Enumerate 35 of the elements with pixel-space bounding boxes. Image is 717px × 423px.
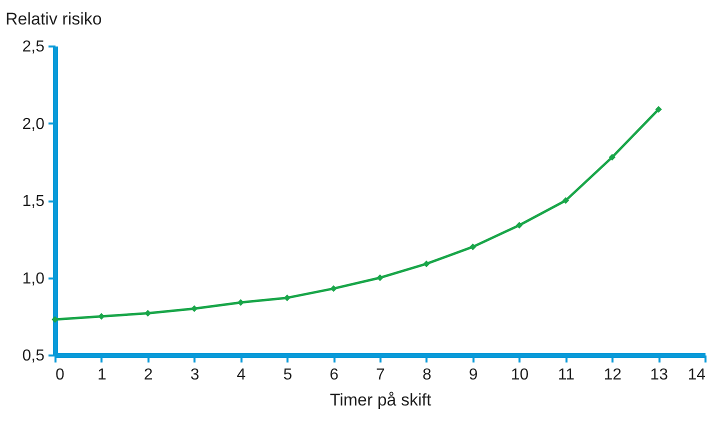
point [190, 305, 198, 312]
point [98, 313, 105, 320]
point [562, 197, 570, 204]
x-tick-label: 8 [422, 366, 432, 384]
x-tick-label: 1 [97, 366, 106, 384]
x-tick-label: 2 [144, 366, 153, 384]
x-tick-label: 14 [688, 366, 706, 384]
x-tick-label: 4 [236, 366, 246, 384]
point [144, 310, 152, 317]
point [423, 260, 430, 268]
x-axis-title: Timer på skift [330, 390, 432, 410]
x-tick-label: 6 [330, 366, 339, 384]
y-tick-label: 0,5 [22, 348, 45, 364]
point [330, 285, 337, 292]
point [376, 274, 384, 282]
y-tick-label: 2,0 [22, 116, 45, 133]
x-tick-label: 11 [558, 366, 575, 384]
y-axis-title: Relativ risiko [6, 10, 102, 28]
y-tick-label: 1,0 [22, 270, 45, 288]
point [284, 294, 290, 302]
y-tick-label: 1,5 [22, 193, 45, 210]
point [655, 106, 662, 113]
y-tick-label: 2,5 [22, 38, 45, 56]
point [608, 154, 616, 161]
x-tick-label: 0 [56, 366, 64, 384]
x-tick-label: 12 [604, 366, 622, 384]
point [516, 222, 523, 229]
x-tick-label: 10 [510, 366, 529, 384]
x-tick-label: 13 [650, 366, 668, 384]
x-tick-label: 5 [283, 366, 292, 384]
point [470, 243, 476, 250]
point [52, 316, 58, 323]
x-tick-label: 3 [190, 366, 200, 384]
x-tick-label: 7 [376, 366, 386, 384]
x-tick-label: 9 [468, 366, 478, 384]
